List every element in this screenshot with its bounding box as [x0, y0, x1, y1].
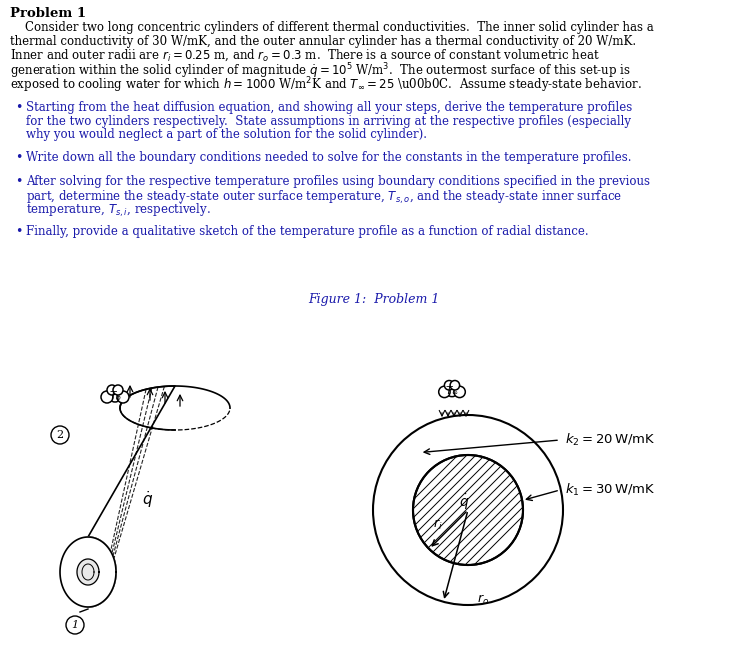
Text: 2: 2: [56, 430, 64, 440]
Text: •: •: [15, 175, 22, 188]
Text: •: •: [15, 151, 22, 164]
Circle shape: [113, 385, 123, 395]
Text: Problem 1: Problem 1: [10, 7, 86, 20]
Text: $r_i$: $r_i$: [433, 518, 443, 532]
Text: Figure 1:  Problem 1: Figure 1: Problem 1: [308, 293, 440, 306]
Text: why you would neglect a part of the solution for the solid cylinder).: why you would neglect a part of the solu…: [26, 128, 427, 141]
Text: After solving for the respective temperature profiles using boundary conditions : After solving for the respective tempera…: [26, 175, 650, 188]
Text: temperature, $T_{s,i}$, respectively.: temperature, $T_{s,i}$, respectively.: [26, 202, 211, 219]
Text: 1: 1: [72, 620, 79, 630]
Text: $\dot{q}$: $\dot{q}$: [459, 492, 469, 512]
Text: thermal conductivity of 30 W/mK, and the outer annular cylinder has a thermal co: thermal conductivity of 30 W/mK, and the…: [10, 35, 636, 48]
Circle shape: [373, 415, 563, 605]
Circle shape: [438, 386, 450, 398]
Circle shape: [108, 388, 122, 402]
Text: exposed to cooling water for which $h = 1000$ W/m$^2$K and $T_\infty = 25$ \u00b: exposed to cooling water for which $h = …: [10, 75, 642, 94]
Text: generation within the solid cylinder of magnitude $\dot{q} = 10^5$ W/m$^3$.  The: generation within the solid cylinder of …: [10, 62, 631, 81]
Text: for the two cylinders respectively.  State assumptions in arriving at the respec: for the two cylinders respectively. Stat…: [26, 115, 631, 128]
Circle shape: [117, 391, 129, 403]
Text: Starting from the heat diffusion equation, and showing all your steps, derive th: Starting from the heat diffusion equatio…: [26, 101, 632, 114]
Circle shape: [413, 455, 523, 565]
Text: Inner and outer radii are $r_i = 0.25$ m, and $r_o = 0.3$ m.  There is a source : Inner and outer radii are $r_i = 0.25$ m…: [10, 48, 600, 64]
Text: $r_o$: $r_o$: [477, 593, 489, 607]
Polygon shape: [77, 559, 99, 585]
Text: $T_\infty$: $T_\infty$: [445, 384, 459, 396]
Text: $k_1 = 30\,\mathrm{W/mK}$: $k_1 = 30\,\mathrm{W/mK}$: [565, 482, 655, 498]
Text: •: •: [15, 225, 22, 238]
Text: part, determine the steady-state outer surface temperature, $T_{s,o}$, and the s: part, determine the steady-state outer s…: [26, 189, 622, 206]
Circle shape: [66, 616, 84, 634]
Text: •: •: [15, 101, 22, 114]
Circle shape: [101, 391, 113, 403]
Circle shape: [51, 426, 69, 444]
Text: $k_2 = 20\,\mathrm{W/mK}$: $k_2 = 20\,\mathrm{W/mK}$: [565, 432, 655, 448]
Circle shape: [445, 383, 459, 397]
Text: Consider two long concentric cylinders of different thermal conductivities.  The: Consider two long concentric cylinders o…: [10, 21, 654, 34]
Text: Write down all the boundary conditions needed to solve for the constants in the : Write down all the boundary conditions n…: [26, 151, 631, 164]
Text: $\dot{q}$: $\dot{q}$: [142, 489, 153, 510]
Circle shape: [454, 386, 465, 398]
Polygon shape: [88, 386, 175, 607]
Circle shape: [107, 385, 117, 395]
Circle shape: [444, 381, 454, 390]
Text: Finally, provide a qualitative sketch of the temperature profile as a function o: Finally, provide a qualitative sketch of…: [26, 225, 589, 238]
Circle shape: [450, 381, 459, 390]
Text: $T_\phi$: $T_\phi$: [108, 390, 121, 404]
Polygon shape: [60, 537, 116, 607]
